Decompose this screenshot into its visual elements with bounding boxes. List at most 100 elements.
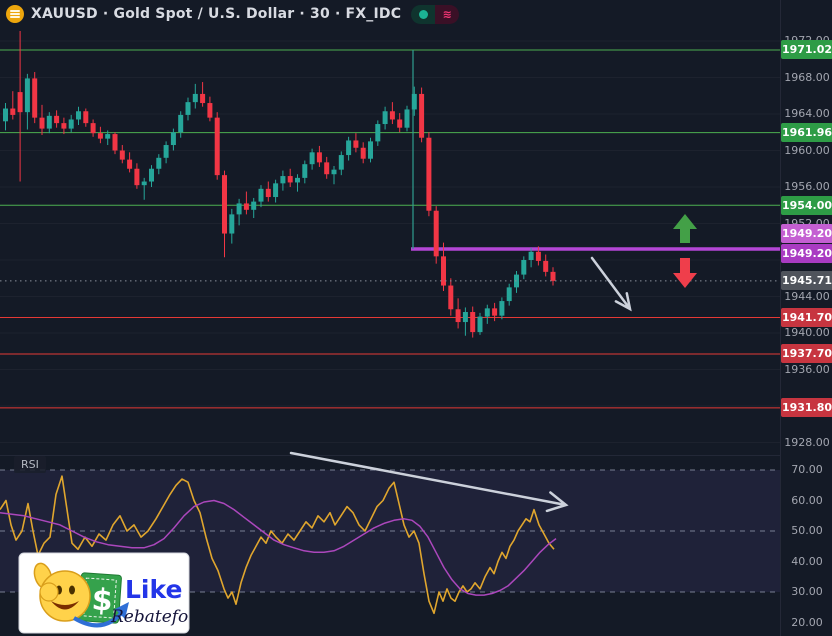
candle-up <box>149 168 154 182</box>
candle-up <box>295 177 300 183</box>
candle-up <box>24 78 30 113</box>
candle-down <box>54 115 60 124</box>
price-badge: 1941.70 <box>781 307 832 327</box>
thumbs-up-smiley-icon <box>33 562 91 622</box>
candle-down <box>470 312 476 333</box>
axis-tick: 20.00 <box>791 615 823 629</box>
candle-down <box>265 188 271 198</box>
candle-up <box>411 93 417 110</box>
rsi-series-rsi <box>0 475 555 615</box>
candle-up <box>273 183 279 198</box>
axis-tick: 40.00 <box>791 554 823 568</box>
price-badge: 1937.70 <box>781 344 832 364</box>
candle-up <box>163 145 169 158</box>
svg-text:$: $ <box>91 582 114 618</box>
candle-up <box>528 251 534 260</box>
candle-up <box>192 93 198 103</box>
candle-down <box>353 140 359 148</box>
status-toggle[interactable]: ≋ <box>411 4 460 24</box>
axis-tick: 30.00 <box>791 585 823 598</box>
rsi-indicator-label[interactable]: RSI <box>14 456 46 473</box>
candle-down <box>543 260 549 272</box>
candle-down <box>61 123 67 129</box>
candle-up <box>251 201 257 210</box>
candle-up <box>229 214 235 234</box>
price-chart-canvas[interactable] <box>0 28 780 455</box>
dollar-note-icon: $ <box>78 572 122 624</box>
axis-tick: 1956.00 <box>784 180 830 193</box>
candle-down <box>316 152 322 163</box>
axis-tick: 1928.00 <box>784 435 830 449</box>
candle-up <box>506 287 512 302</box>
candle-down <box>83 111 89 124</box>
rebateforex-logo: $ Like Rebateforex <box>18 552 190 634</box>
candle-up <box>156 157 162 169</box>
candle-down <box>17 92 23 113</box>
axis-tick: 1936.00 <box>784 362 830 376</box>
candle-up <box>76 111 81 120</box>
symbol-title[interactable]: XAUUSD · Gold Spot / U.S. Dollar · 30 · … <box>31 6 402 22</box>
candle-down <box>360 147 366 159</box>
candle-up <box>331 169 337 175</box>
candle-up <box>178 114 184 133</box>
candle-up <box>346 140 352 156</box>
candle-down <box>127 159 133 169</box>
candle-up <box>170 132 176 146</box>
candle-down <box>448 285 454 310</box>
candle-down <box>550 271 556 281</box>
candle-up <box>462 312 468 323</box>
price-badge: 1961.96 <box>781 123 832 143</box>
axis-tick: 1968.00 <box>784 70 830 84</box>
connection-dot-icon <box>411 4 436 24</box>
axis-tick: 50.00 <box>791 524 823 537</box>
candle-up <box>375 124 381 142</box>
axis-tick: 1964.00 <box>784 107 830 120</box>
candle-down <box>287 176 293 183</box>
candle-down <box>441 256 446 286</box>
candle-down <box>535 251 541 261</box>
candle-up <box>404 109 410 128</box>
rsi-series-rsi-ma <box>0 499 557 596</box>
candle-up <box>338 155 344 170</box>
chart-legend-header: XAUUSD · Gold Spot / U.S. Dollar · 30 · … <box>0 0 832 28</box>
candle-down <box>32 78 38 118</box>
candle-down <box>389 111 395 120</box>
price-badge: 1949.20 <box>781 224 832 244</box>
candle-down <box>112 134 118 151</box>
candle-down <box>39 117 45 129</box>
swoosh-arrow-icon <box>72 602 129 628</box>
logo-word-like: Like <box>125 575 182 604</box>
axis-tick: 1944.00 <box>784 289 830 303</box>
gold-symbol-icon <box>6 5 24 23</box>
candle-down <box>119 150 125 160</box>
candle-up <box>302 164 308 178</box>
candle-down <box>200 93 206 104</box>
price-axis[interactable]: 1972.001968.001964.001960.001956.001952.… <box>780 0 832 636</box>
candle-up <box>484 308 490 317</box>
price-badge: 1931.80 <box>781 398 832 418</box>
price-badge: 1945.71 <box>781 271 832 291</box>
candle-up <box>3 108 8 122</box>
candle-down <box>433 210 439 257</box>
candle-down <box>207 103 213 118</box>
axis-tick: 70.00 <box>791 463 823 476</box>
price-badge: 1971.02 <box>781 40 832 60</box>
candle-down <box>222 175 227 234</box>
price-badge: 1954.00 <box>781 195 832 215</box>
candle-up <box>309 152 315 165</box>
candle-down <box>455 309 461 323</box>
axis-tick: 60.00 <box>791 493 823 507</box>
candle-down <box>324 162 330 175</box>
candle-up <box>382 111 388 125</box>
candle-up <box>258 188 264 202</box>
candle-down <box>97 133 103 139</box>
candle-up <box>499 301 505 316</box>
candle-down <box>134 168 140 186</box>
logo-word-rebateforex: Rebateforex <box>110 607 190 627</box>
candle-up <box>280 176 286 184</box>
candle-up <box>68 119 74 129</box>
candle-up <box>141 181 147 186</box>
price-badge: 1949.20 <box>781 243 832 263</box>
candle-up <box>477 316 483 333</box>
